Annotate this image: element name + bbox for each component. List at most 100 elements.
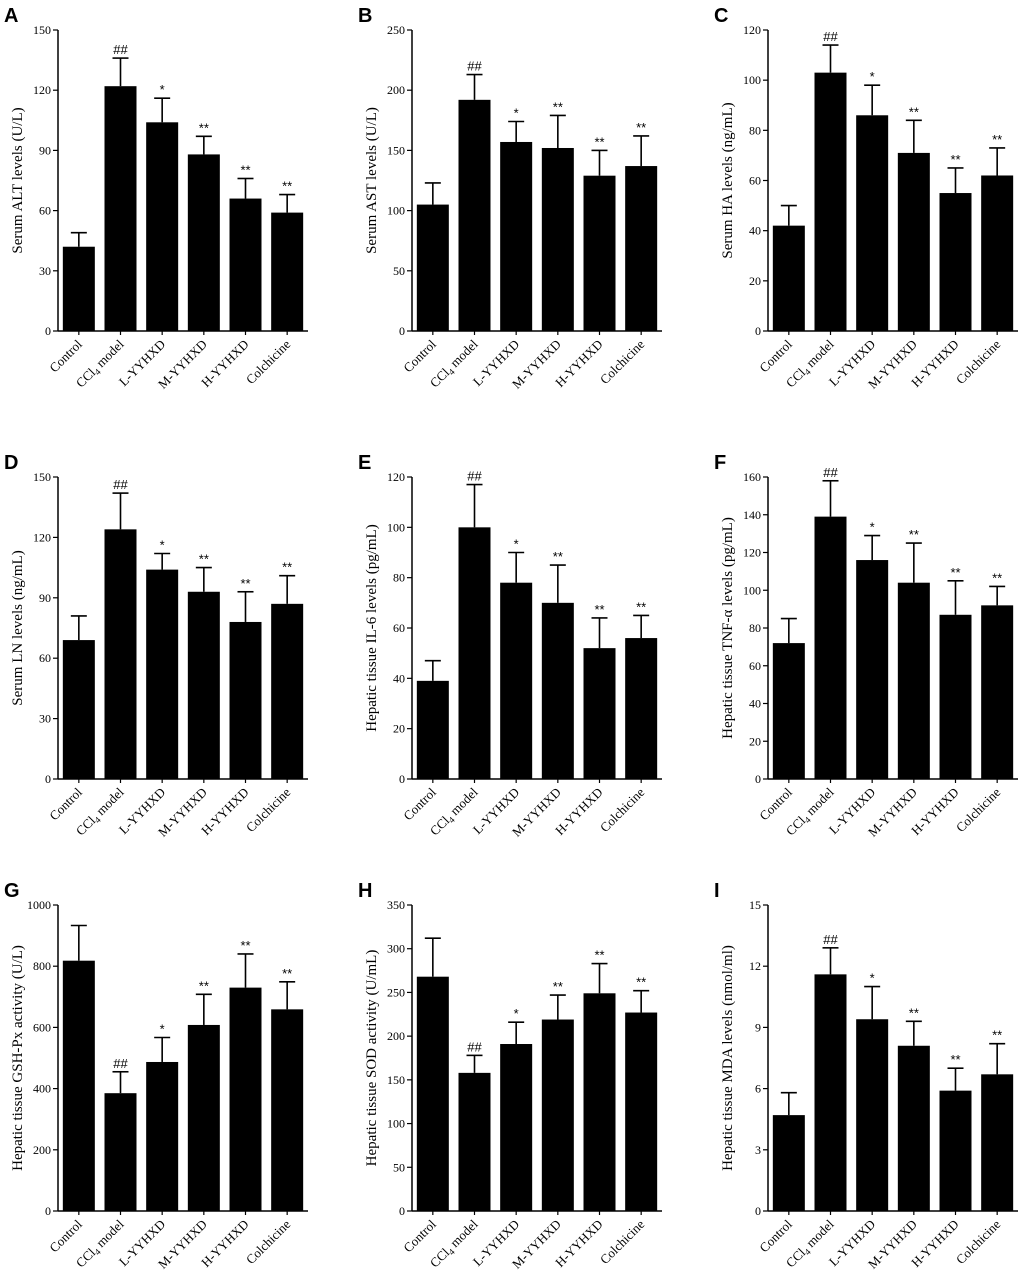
y-tick-label: 200 <box>387 1029 405 1043</box>
y-tick-label: 40 <box>393 671 405 685</box>
category-label-part: model <box>445 1216 481 1252</box>
y-tick-label: 12 <box>749 959 761 973</box>
bar <box>583 993 616 1211</box>
category-label-sub: 4 <box>93 814 104 825</box>
bar <box>62 246 95 331</box>
bar <box>416 680 449 779</box>
category-label-part: model <box>91 784 127 820</box>
category-label: Control <box>400 1216 439 1255</box>
category-label-sub: 4 <box>803 814 814 825</box>
category-label: Control <box>400 336 439 375</box>
y-tick-label: 0 <box>755 772 761 786</box>
y-axis-label: Hepatic tissue TNF-α levels (pg/mL) <box>720 517 736 739</box>
significance-marker: ## <box>467 469 482 484</box>
significance-marker: ** <box>992 1028 1002 1043</box>
y-axis-label: Serum LN levels (ng/mL) <box>10 550 26 705</box>
category-label: Control <box>756 784 795 823</box>
bar <box>500 141 533 331</box>
significance-marker: ** <box>240 162 250 177</box>
bar <box>229 987 262 1211</box>
category-label-part: model <box>91 1216 127 1252</box>
y-tick-label: 120 <box>743 546 761 560</box>
y-tick-label: 40 <box>749 224 761 238</box>
y-tick-label: 20 <box>393 722 405 736</box>
category-label: Colchicine <box>953 336 1004 387</box>
significance-marker: ** <box>636 975 646 990</box>
y-tick-label: 60 <box>749 174 761 188</box>
category-label-sub: 4 <box>447 366 458 377</box>
significance-marker: ** <box>636 599 646 614</box>
y-axis-label: Hepatic tissue IL-6 levels (pg/mL) <box>364 524 380 731</box>
bar <box>939 1090 972 1211</box>
significance-marker: ** <box>594 134 604 149</box>
significance-marker: ## <box>823 465 838 480</box>
category-label-part: model <box>445 336 481 372</box>
y-tick-label: 0 <box>399 772 405 786</box>
significance-marker: ** <box>553 99 563 114</box>
significance-marker: ** <box>992 570 1002 585</box>
y-tick-label: 800 <box>33 959 51 973</box>
bar <box>146 1061 179 1211</box>
significance-marker: ** <box>950 565 960 580</box>
significance-marker: ** <box>909 1005 919 1020</box>
chart-panel-f: F 0 20 40 60 80 100 120 140 160 Hepatic tissue TNF… <box>714 452 1018 840</box>
significance-marker: * <box>160 82 165 97</box>
significance-marker: * <box>514 1006 519 1021</box>
y-tick-label: 350 <box>387 898 405 912</box>
category-label-part: model <box>801 336 837 372</box>
y-tick-label: 100 <box>743 73 761 87</box>
bar <box>856 115 889 332</box>
y-tick-label: 80 <box>749 123 761 137</box>
y-tick-label: 30 <box>39 712 51 726</box>
bar <box>104 86 137 331</box>
y-tick-label: 15 <box>749 898 761 912</box>
y-tick-label: 9 <box>755 1020 761 1034</box>
y-tick-label: 100 <box>743 583 761 597</box>
significance-marker: * <box>514 106 519 121</box>
y-tick-label: 0 <box>45 324 51 338</box>
panel-letter: A <box>4 5 18 27</box>
chart-panel-d: D 0 30 60 90 120 150 Serum LN levels (ng/mL) Con… <box>4 452 308 840</box>
significance-marker: ** <box>282 179 292 194</box>
bar <box>541 1019 574 1211</box>
category-label: Colchicine <box>597 1216 648 1267</box>
bar <box>981 605 1014 779</box>
bar <box>583 175 616 331</box>
bar <box>146 122 179 331</box>
y-tick-label: 30 <box>39 264 51 278</box>
bar <box>146 569 179 779</box>
y-axis-label: Hepatic tissue SOD activity (U/mL) <box>364 950 380 1167</box>
y-tick-label: 90 <box>39 143 51 157</box>
y-tick-label: 90 <box>39 591 51 605</box>
y-tick-label: 50 <box>393 1160 405 1174</box>
y-tick-label: 0 <box>399 1204 405 1218</box>
category-label: Control <box>400 784 439 823</box>
y-tick-label: 140 <box>743 508 761 522</box>
category-label: Colchicine <box>953 1216 1004 1267</box>
category-label: Control <box>46 336 85 375</box>
y-tick-label: 50 <box>393 264 405 278</box>
y-tick-label: 20 <box>749 734 761 748</box>
y-axis-label: Serum HA levels (ng/mL) <box>720 102 736 258</box>
y-tick-label: 3 <box>755 1143 761 1157</box>
significance-marker: ## <box>113 477 128 492</box>
y-tick-label: 0 <box>755 1204 761 1218</box>
panel-letter: B <box>358 5 372 27</box>
significance-marker: ** <box>199 978 209 993</box>
significance-marker: ** <box>594 948 604 963</box>
panel-letter: I <box>714 880 720 902</box>
significance-marker: * <box>160 1021 165 1036</box>
y-tick-label: 160 <box>743 470 761 484</box>
bar <box>271 603 304 779</box>
bar <box>583 648 616 779</box>
y-tick-label: 120 <box>387 470 405 484</box>
bar <box>187 591 220 779</box>
significance-marker: ** <box>992 132 1002 147</box>
category-label: Control <box>756 336 795 375</box>
category-label-sub: 4 <box>447 1246 458 1257</box>
bar <box>981 1074 1014 1211</box>
category-label: Colchicine <box>243 784 294 835</box>
y-tick-label: 60 <box>749 659 761 673</box>
category-label-part: model <box>445 784 481 820</box>
bar <box>856 1019 889 1211</box>
